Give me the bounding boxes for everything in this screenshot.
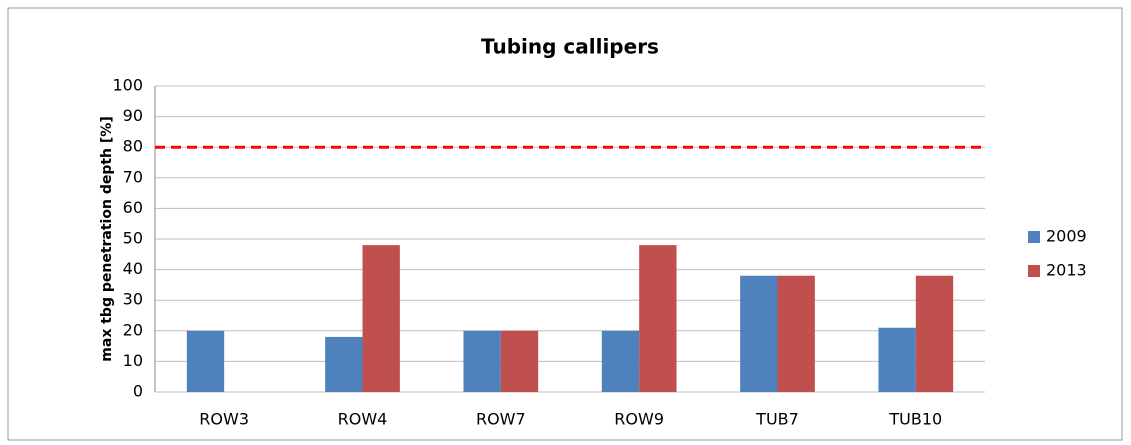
y-tick-label: 100: [112, 76, 143, 95]
bar: [362, 245, 400, 392]
x-tick-label: TUB10: [888, 410, 942, 429]
bar: [186, 330, 225, 392]
bar: [325, 336, 363, 392]
y-tick-label: 50: [123, 229, 143, 248]
bar: [740, 275, 778, 392]
bar: [463, 330, 501, 392]
y-tick-label: 10: [123, 351, 143, 370]
x-tick-label: ROW4: [338, 410, 388, 429]
bar: [777, 275, 815, 392]
y-tick-label: 40: [123, 259, 143, 278]
bar: [500, 330, 539, 392]
chart-title: Tubing callipers: [481, 35, 659, 59]
bar: [601, 330, 640, 392]
x-tick-label: TUB7: [755, 410, 799, 429]
chart-frame: [7, 7, 1123, 441]
legend-swatch: [1028, 231, 1040, 243]
y-tick-label: 60: [123, 198, 143, 217]
x-tick-label: ROW7: [476, 410, 526, 429]
legend-label: 2013: [1046, 261, 1087, 280]
legend-label: 2009: [1046, 227, 1087, 246]
x-tick-label: ROW3: [199, 410, 249, 429]
y-axis-label: max tbg penetration depth [%]: [99, 116, 115, 361]
legend-swatch: [1028, 265, 1040, 277]
y-tick-label: 30: [123, 290, 143, 309]
y-tick-label: 80: [123, 137, 143, 156]
bar: [878, 327, 916, 392]
y-tick-label: 90: [123, 106, 143, 125]
x-tick-label: ROW9: [614, 410, 664, 429]
y-tick-label: 20: [123, 320, 143, 339]
bar: [639, 245, 677, 392]
y-tick-label: 0: [133, 382, 143, 401]
bar: [915, 275, 954, 392]
y-tick-label: 70: [123, 167, 143, 186]
